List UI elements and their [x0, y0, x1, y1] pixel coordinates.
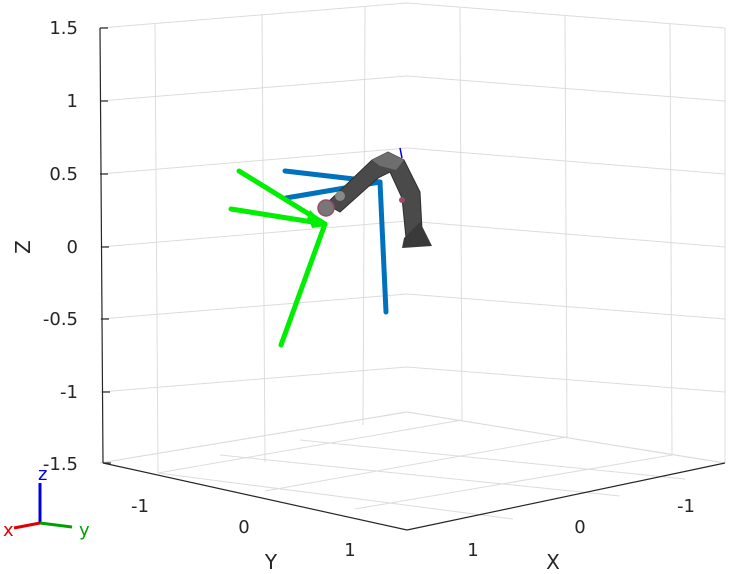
orientation-triad: z y x	[3, 464, 90, 541]
z-tick-label: 0	[67, 237, 78, 258]
triad-y-label: y	[79, 520, 90, 541]
z-tick-label: -1	[60, 382, 78, 403]
floor-grid	[99, 411, 726, 520]
y-axis-label: Y	[264, 550, 278, 574]
z-tick-marks	[100, 27, 111, 464]
z-tick-label: 1.5	[49, 18, 78, 39]
z-tick-label: -0.5	[43, 309, 78, 330]
y-tick-label: -1	[131, 496, 149, 517]
x-axis-label: X	[546, 550, 560, 574]
green-coordinate-frame	[228, 168, 328, 348]
back-wall-grid-yz	[99, 2, 408, 474]
back-wall-grid-xz	[406, 2, 726, 464]
z-tick-label: -1.5	[43, 454, 78, 475]
x-tick-label: 0	[574, 517, 585, 538]
green-frame-arrowheads	[306, 210, 326, 228]
axis-lines	[99, 27, 726, 531]
y-tick-label: 0	[238, 517, 249, 538]
z-axis-label: Z	[11, 240, 35, 254]
triad-z-label: z	[38, 464, 47, 485]
x-tick-label: 1	[467, 540, 478, 561]
robot-arm	[317, 147, 432, 248]
z-tick-label: 1	[67, 91, 78, 112]
x-tick-label: -1	[677, 496, 695, 517]
y-tick-label: 1	[344, 540, 355, 561]
z-tick-label: 0.5	[49, 164, 78, 185]
triad-x-label: x	[3, 520, 14, 541]
